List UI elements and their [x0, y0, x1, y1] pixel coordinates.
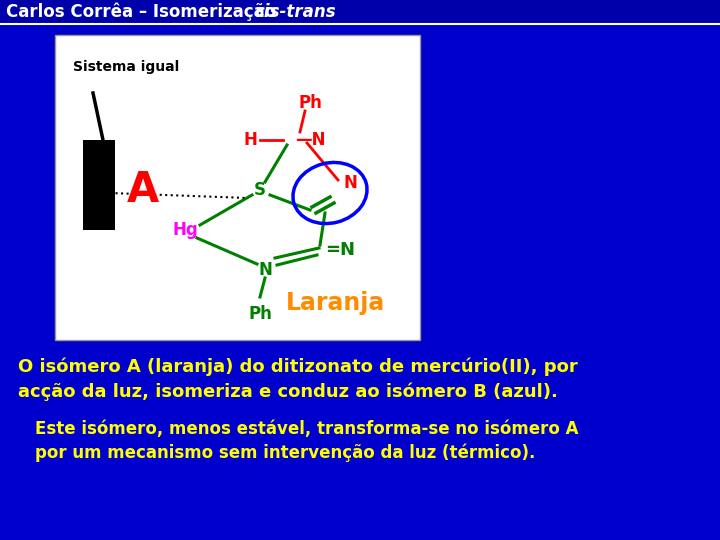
Text: Este isómero, menos estável, transforma-se no isómero A
por um mecanismo sem int: Este isómero, menos estável, transforma-…: [35, 420, 578, 462]
Text: Laranja: Laranja: [285, 291, 384, 315]
Text: —N: —N: [295, 131, 325, 149]
Bar: [83, 140, 115, 230]
Text: Carlos Corrêa – Isomerização: Carlos Corrêa – Isomerização: [6, 3, 282, 21]
Text: S: S: [254, 181, 266, 199]
Text: A: A: [127, 169, 159, 211]
Text: cis-trans: cis-trans: [254, 3, 336, 21]
Bar: [0, 0, 720, 24]
Text: H: H: [243, 131, 257, 149]
Text: Sistema igual: Sistema igual: [73, 60, 179, 74]
Text: Hg: Hg: [172, 221, 198, 239]
Text: =N: =N: [325, 241, 355, 259]
Text: O isómero A (laranja) do ditizonato de mercúrio(II), por
acção da luz, isomeriza: O isómero A (laranja) do ditizonato de m…: [18, 358, 577, 401]
Text: Ph: Ph: [298, 94, 322, 112]
Text: Ph: Ph: [248, 305, 272, 323]
Bar: [55, 35, 420, 340]
Text: N: N: [343, 174, 357, 192]
Text: N: N: [258, 261, 272, 279]
